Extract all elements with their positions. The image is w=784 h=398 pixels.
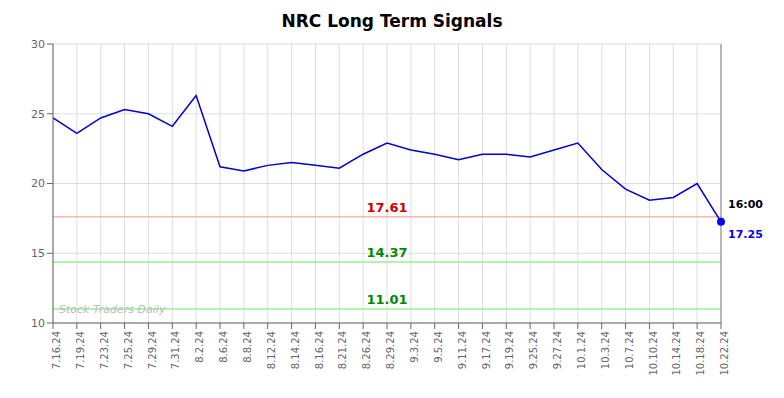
- svg-text:30: 30: [31, 38, 45, 51]
- svg-text:9.17.24: 9.17.24: [481, 331, 492, 369]
- svg-text:9.25.24: 9.25.24: [528, 331, 539, 369]
- svg-text:7.19.24: 7.19.24: [75, 331, 86, 369]
- svg-text:7.16.24: 7.16.24: [51, 331, 62, 369]
- svg-text:8.21.24: 8.21.24: [337, 331, 348, 369]
- svg-text:15: 15: [31, 247, 45, 260]
- svg-text:17.25: 17.25: [728, 228, 763, 241]
- svg-text:25: 25: [31, 108, 45, 121]
- svg-text:8.16.24: 8.16.24: [314, 331, 325, 369]
- svg-text:16:00: 16:00: [728, 198, 763, 211]
- svg-text:7.25.24: 7.25.24: [123, 331, 134, 369]
- svg-text:8.2.24: 8.2.24: [194, 331, 205, 363]
- html-text:NRC Long Term Signals: NRC Long Term Signals: [281, 11, 503, 31]
- svg-text:9.3.24: 9.3.24: [409, 331, 420, 363]
- svg-text:8.8.24: 8.8.24: [242, 331, 253, 363]
- svg-text:10.7.24: 10.7.24: [624, 331, 635, 369]
- svg-text:20: 20: [31, 177, 45, 190]
- svg-text:10.14.24: 10.14.24: [671, 331, 682, 376]
- svg-text:10.18.24: 10.18.24: [695, 331, 706, 376]
- svg-text:10.3.24: 10.3.24: [600, 331, 611, 369]
- html-text:Stock Traders Daily: Stock Traders Daily: [59, 303, 166, 316]
- svg-text:7.29.24: 7.29.24: [147, 331, 158, 369]
- svg-text:10: 10: [31, 317, 45, 330]
- svg-text:9.19.24: 9.19.24: [504, 331, 515, 369]
- svg-text:10.10.24: 10.10.24: [648, 331, 659, 376]
- svg-text:7.23.24: 7.23.24: [99, 331, 110, 369]
- svg-text:9.27.24: 9.27.24: [552, 331, 563, 369]
- svg-text:8.14.24: 8.14.24: [290, 331, 301, 369]
- svg-text:17.61: 17.61: [366, 200, 407, 215]
- svg-text:11.01: 11.01: [366, 292, 407, 307]
- svg-text:9.5.24: 9.5.24: [433, 331, 444, 363]
- svg-text:9.11.24: 9.11.24: [457, 331, 468, 369]
- svg-text:14.37: 14.37: [366, 245, 407, 260]
- svg-text:8.29.24: 8.29.24: [385, 331, 396, 369]
- svg-text:7.31.24: 7.31.24: [170, 331, 181, 369]
- svg-text:8.26.24: 8.26.24: [361, 331, 372, 369]
- svg-text:8.12.24: 8.12.24: [266, 331, 277, 369]
- svg-text:10.22.24: 10.22.24: [719, 331, 730, 376]
- svg-text:8.6.24: 8.6.24: [218, 331, 229, 363]
- svg-text:10.1.24: 10.1.24: [576, 331, 587, 369]
